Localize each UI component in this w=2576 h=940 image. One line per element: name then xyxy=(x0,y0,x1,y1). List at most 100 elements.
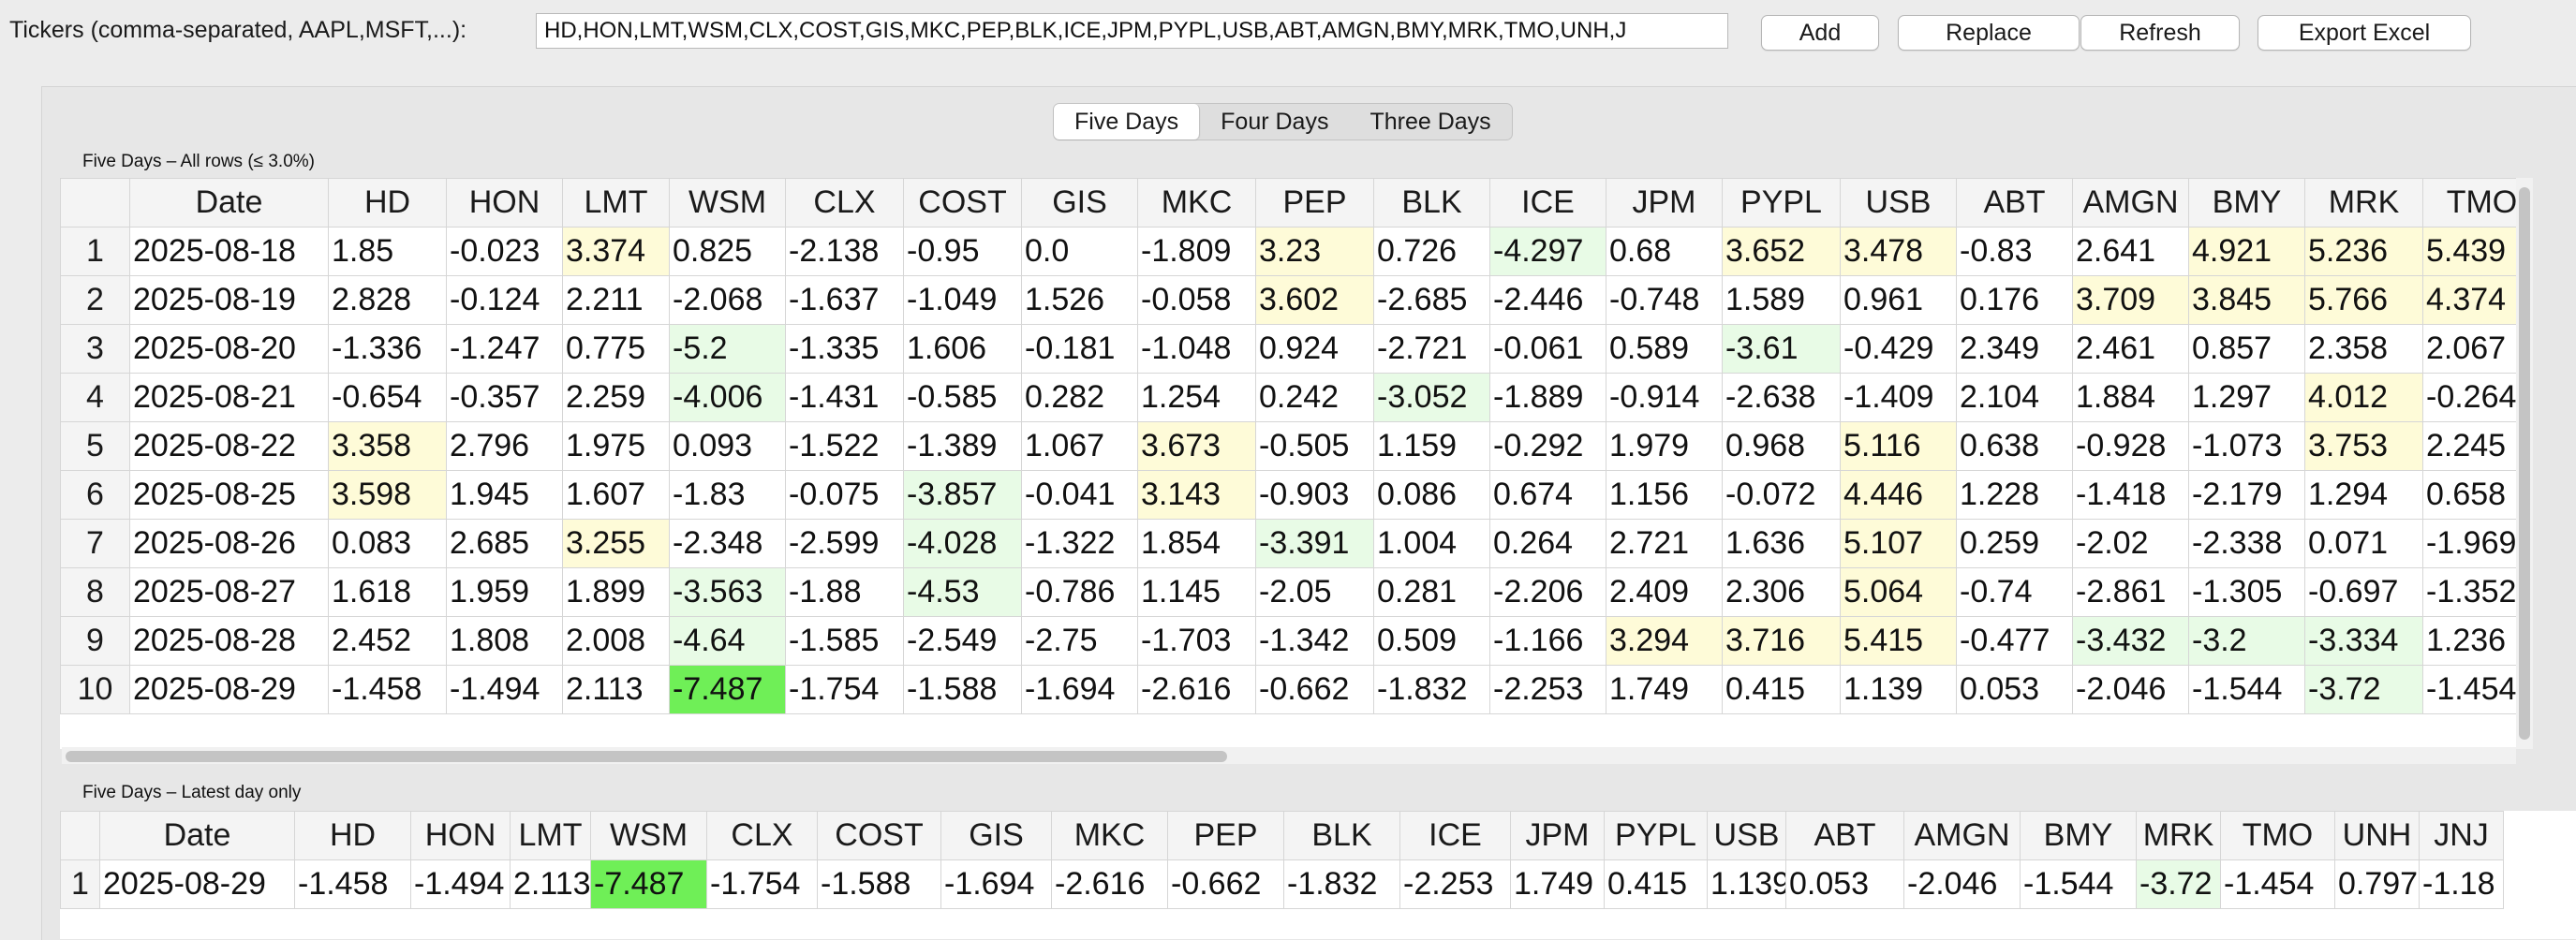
refresh-button[interactable]: Refresh xyxy=(2080,15,2240,51)
tickers-input[interactable] xyxy=(536,13,1728,49)
value-cell[interactable]: -0.748 xyxy=(1606,275,1723,325)
table-row[interactable]: 7 2025-08-26 0.083 2.685 3.255 -2.348 -2.599 -4… xyxy=(60,519,2516,568)
value-cell[interactable]: 2.828 xyxy=(328,275,447,325)
value-cell[interactable]: 4.446 xyxy=(1840,470,1957,520)
value-cell[interactable]: 3.143 xyxy=(1137,470,1256,520)
date-cell[interactable]: 2025-08-29 xyxy=(99,859,295,909)
value-cell[interactable]: -1.88 xyxy=(785,567,904,617)
value-cell[interactable]: 0.242 xyxy=(1255,373,1374,422)
value-cell[interactable]: 1.004 xyxy=(1373,519,1490,568)
date-cell[interactable]: 2025-08-20 xyxy=(129,324,329,374)
value-cell[interactable]: -1.588 xyxy=(817,859,941,909)
value-cell[interactable]: -0.95 xyxy=(903,227,1022,276)
value-cell[interactable]: -1.703 xyxy=(1137,616,1256,666)
value-cell[interactable]: -1.305 xyxy=(2188,567,2305,617)
row-index[interactable]: 1 xyxy=(60,859,100,909)
value-cell[interactable]: -0.505 xyxy=(1255,421,1374,471)
column-header-cost[interactable]: COST xyxy=(817,811,941,860)
date-cell[interactable]: 2025-08-21 xyxy=(129,373,329,422)
vertical-scrollbar[interactable] xyxy=(2516,178,2533,749)
value-cell[interactable]: -2.046 xyxy=(2072,665,2189,714)
value-cell[interactable]: 4.012 xyxy=(2304,373,2423,422)
value-cell[interactable]: -1.637 xyxy=(785,275,904,325)
value-cell[interactable]: 1.589 xyxy=(1722,275,1841,325)
column-header-wsm[interactable]: WSM xyxy=(590,811,707,860)
value-cell[interactable]: 2.452 xyxy=(328,616,447,666)
column-header-amgn[interactable]: AMGN xyxy=(2072,178,2189,228)
value-cell[interactable]: 1.884 xyxy=(2072,373,2189,422)
value-cell[interactable]: -3.2 xyxy=(2188,616,2305,666)
value-cell[interactable]: 1.156 xyxy=(1606,470,1723,520)
value-cell[interactable]: 2.685 xyxy=(446,519,563,568)
value-cell[interactable]: 0.281 xyxy=(1373,567,1490,617)
value-cell[interactable]: -1.544 xyxy=(2020,859,2137,909)
value-cell[interactable]: -2.861 xyxy=(2072,567,2189,617)
value-cell[interactable]: -2.685 xyxy=(1373,275,1490,325)
column-header-pypl[interactable]: PYPL xyxy=(1722,178,1841,228)
value-cell[interactable]: -0.072 xyxy=(1722,470,1841,520)
value-cell[interactable]: 3.255 xyxy=(562,519,670,568)
value-cell[interactable]: -3.563 xyxy=(669,567,786,617)
value-cell[interactable]: 0.259 xyxy=(1956,519,2073,568)
value-cell[interactable]: 1.808 xyxy=(446,616,563,666)
value-cell[interactable]: 0.415 xyxy=(1604,859,1708,909)
value-cell[interactable]: -1.458 xyxy=(294,859,411,909)
value-cell[interactable]: -2.348 xyxy=(669,519,786,568)
value-cell[interactable]: 1.959 xyxy=(446,567,563,617)
value-cell[interactable]: 0.176 xyxy=(1956,275,2073,325)
value-cell[interactable]: -0.292 xyxy=(1489,421,1606,471)
value-cell[interactable]: -1.336 xyxy=(328,324,447,374)
value-cell[interactable]: -2.206 xyxy=(1489,567,1606,617)
value-cell[interactable]: -1.694 xyxy=(940,859,1052,909)
value-cell[interactable]: -1.889 xyxy=(1489,373,1606,422)
value-cell[interactable]: -1.166 xyxy=(1489,616,1606,666)
value-cell[interactable]: 0.924 xyxy=(1255,324,1374,374)
value-cell[interactable]: 0.68 xyxy=(1606,227,1723,276)
tab-four-days[interactable]: Four Days xyxy=(1221,108,1329,135)
vertical-scroll-thumb[interactable] xyxy=(2519,187,2530,740)
column-header-hd[interactable]: HD xyxy=(328,178,447,228)
tab-three-days[interactable]: Three Days xyxy=(1369,108,1491,135)
row-index[interactable]: 10 xyxy=(60,665,130,714)
value-cell[interactable]: -2.179 xyxy=(2188,470,2305,520)
column-header-pypl[interactable]: PYPL xyxy=(1604,811,1708,860)
value-cell[interactable]: -3.391 xyxy=(1255,519,1374,568)
value-cell[interactable]: 1.979 xyxy=(1606,421,1723,471)
row-index[interactable]: 8 xyxy=(60,567,130,617)
value-cell[interactable]: 0.961 xyxy=(1840,275,1957,325)
row-index[interactable]: 3 xyxy=(60,324,130,374)
value-cell[interactable]: -0.662 xyxy=(1167,859,1284,909)
value-cell[interactable]: -1.073 xyxy=(2188,421,2305,471)
value-cell[interactable]: -1.494 xyxy=(446,665,563,714)
value-cell[interactable]: -1.544 xyxy=(2188,665,2305,714)
column-header-clx[interactable]: CLX xyxy=(706,811,818,860)
value-cell[interactable]: 2.358 xyxy=(2304,324,2423,374)
value-cell[interactable]: 0.083 xyxy=(328,519,447,568)
value-cell[interactable]: -0.903 xyxy=(1255,470,1374,520)
value-cell[interactable]: -2.446 xyxy=(1489,275,1606,325)
column-header-mkc[interactable]: MKC xyxy=(1051,811,1168,860)
value-cell[interactable]: 3.673 xyxy=(1137,421,1256,471)
value-cell[interactable]: 1.297 xyxy=(2188,373,2305,422)
table-row[interactable]: 1 2025-08-18 1.85 -0.023 3.374 0.825 -2.138 -0.… xyxy=(60,227,2516,276)
value-cell[interactable]: -1.694 xyxy=(1021,665,1138,714)
value-cell[interactable]: 0.086 xyxy=(1373,470,1490,520)
value-cell[interactable]: 2.641 xyxy=(2072,227,2189,276)
value-cell[interactable]: -1.352 xyxy=(2422,567,2516,617)
value-cell[interactable]: -1.83 xyxy=(669,470,786,520)
value-cell[interactable]: -3.432 xyxy=(2072,616,2189,666)
value-cell[interactable]: -3.857 xyxy=(903,470,1022,520)
column-header-date[interactable]: Date xyxy=(99,811,295,860)
date-cell[interactable]: 2025-08-18 xyxy=(129,227,329,276)
value-cell[interactable]: 2.211 xyxy=(562,275,670,325)
value-cell[interactable]: -1.832 xyxy=(1373,665,1490,714)
value-cell[interactable]: 5.766 xyxy=(2304,275,2423,325)
column-header-mkc[interactable]: MKC xyxy=(1137,178,1256,228)
value-cell[interactable]: -0.023 xyxy=(446,227,563,276)
value-cell[interactable]: 1.159 xyxy=(1373,421,1490,471)
value-cell[interactable]: -2.05 xyxy=(1255,567,1374,617)
row-index[interactable]: 7 xyxy=(60,519,130,568)
table-row[interactable]: 8 2025-08-27 1.618 1.959 1.899 -3.563 -1.88 -4.… xyxy=(60,567,2516,617)
value-cell[interactable]: -0.585 xyxy=(903,373,1022,422)
value-cell[interactable]: 1.899 xyxy=(562,567,670,617)
